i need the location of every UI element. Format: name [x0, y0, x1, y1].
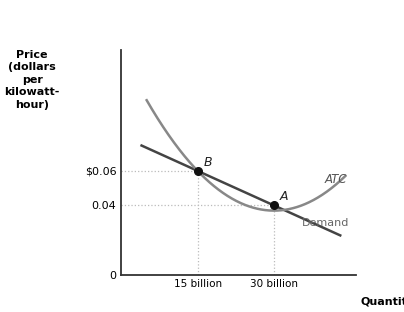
Text: Demand: Demand	[302, 218, 349, 228]
Text: Price
(dollars
per
kilowatt-
hour): Price (dollars per kilowatt- hour)	[4, 50, 60, 110]
Text: Quantity: Quantity	[360, 297, 404, 307]
Text: ATC: ATC	[325, 173, 347, 186]
Text: A: A	[280, 190, 288, 203]
Text: B: B	[204, 156, 213, 169]
